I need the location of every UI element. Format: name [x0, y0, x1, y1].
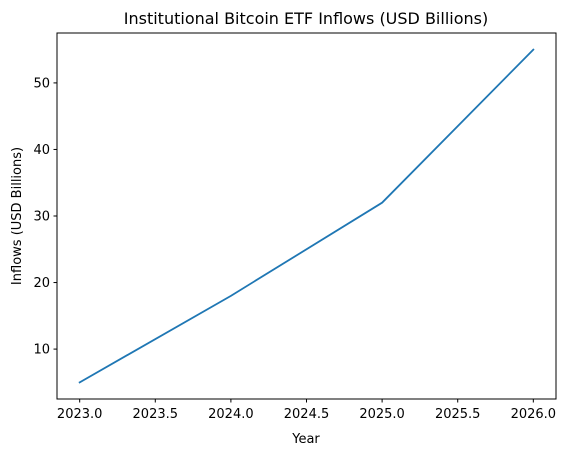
series-line-0 [78, 48, 535, 384]
x-tick-label: 2025.0 [359, 407, 405, 422]
x-tick-label: 2023.0 [57, 407, 103, 422]
x-axis-ticks: 2023.0 2023.5 2024.0 2024.5 2025.0 2025.5 2026… [57, 399, 556, 422]
y-tick-label: 20 [33, 276, 50, 291]
y-axis-label: Inflows (USD Billions) [10, 147, 25, 285]
plot-frame [56, 32, 557, 400]
x-tick-label: 2024.0 [208, 407, 254, 422]
x-tick-label: 2026.0 [511, 407, 557, 422]
y-tick-label: 30 [33, 210, 50, 225]
y-tick-label: 50 [33, 76, 50, 91]
series-group [78, 48, 535, 384]
x-tick-label: 2023.5 [133, 407, 179, 422]
chart-title: Institutional Bitcoin ETF Inflows (USD B… [124, 9, 488, 28]
x-axis-label: Year [291, 432, 320, 447]
y-tick-label: 10 [33, 343, 50, 358]
x-tick-label: 2025.5 [435, 407, 481, 422]
x-tick-label: 2024.5 [284, 407, 330, 422]
y-axis-ticks: 10 20 30 40 50 [33, 76, 57, 358]
y-tick-label: 40 [33, 143, 50, 158]
